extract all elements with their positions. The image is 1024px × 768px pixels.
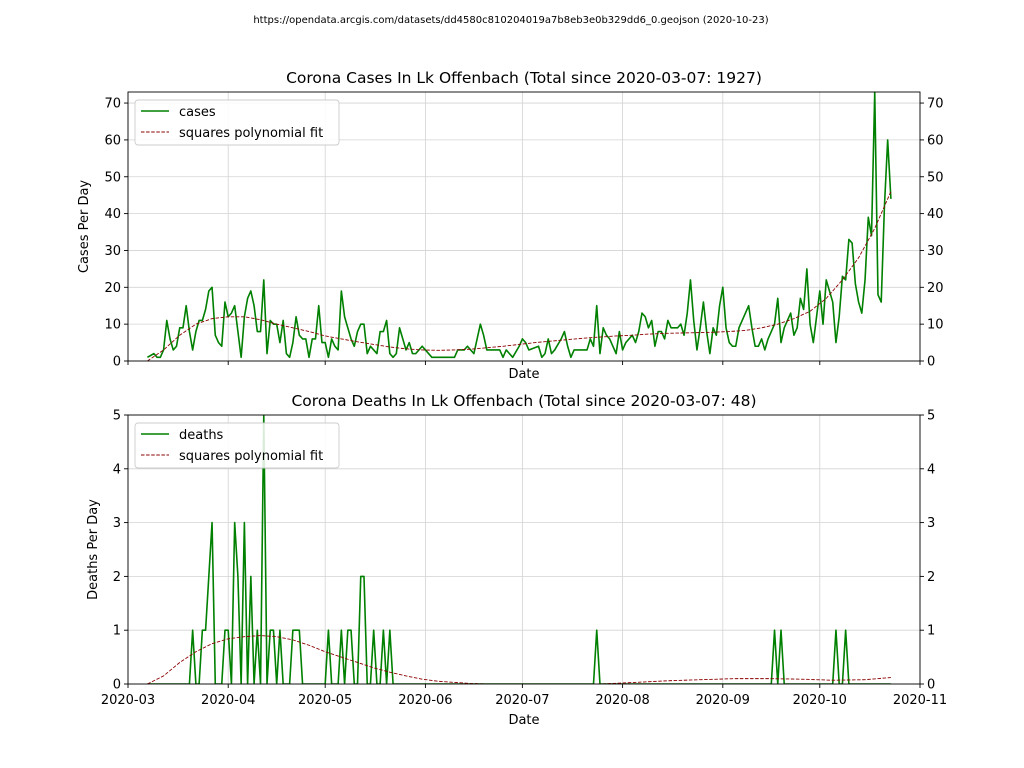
legend-box: [134, 99, 340, 146]
y-tick-label-right: 5: [927, 409, 935, 424]
y-tick-label: 30: [104, 244, 121, 259]
y-tick-label-right: 1: [927, 624, 935, 639]
axes-frame: [127, 414, 921, 685]
source-url: https://opendata.arcgis.com/datasets/dd4…: [253, 15, 768, 26]
chart-title: Corona Cases In Lk Offenbach (Total sinc…: [286, 69, 762, 87]
y-tick-label-right: 70: [927, 97, 944, 112]
y-axis-label: Cases Per Day: [77, 180, 92, 274]
fit-line: [147, 191, 892, 361]
y-tick-label: 1: [113, 624, 121, 639]
y-tick-label: 5: [113, 409, 121, 424]
y-tick-label-right: 4: [927, 462, 935, 477]
legend-label: squares polynomial fit: [179, 126, 323, 141]
y-tick-label: 20: [104, 281, 121, 296]
legend: cases squares polynomial fit: [134, 99, 340, 146]
cases-panel: 0 0 10 10 20 20 30 30 40 40 50 50 60 60 70 70 Corona Cas…: [77, 69, 944, 382]
y-tick-label: 0: [113, 678, 121, 693]
y-tick-label-right: 3: [927, 516, 935, 531]
x-tick-label: 2020-03: [101, 693, 155, 708]
legend-label: squares polynomial fit: [179, 449, 323, 464]
y-tick-label-right: 40: [927, 207, 944, 222]
y-tick-label: 70: [104, 97, 121, 112]
y-tick-label-right: 0: [927, 355, 935, 370]
x-tick-label: 2020-07: [495, 693, 549, 708]
y-tick-label: 50: [104, 170, 121, 185]
x-tick-label: 2020-04: [201, 693, 255, 708]
x-axis-label: Date: [508, 367, 539, 382]
y-tick-label-right: 20: [927, 281, 944, 296]
x-tick-label: 2020-09: [696, 693, 750, 708]
legend: deaths squares polynomial fit: [134, 422, 340, 469]
x-tick-label: 2020-11: [893, 693, 947, 708]
axes-frame: [127, 91, 921, 362]
y-tick-label-right: 30: [927, 244, 944, 259]
x-tick-label: 2020-08: [595, 693, 649, 708]
fit-line: [147, 635, 891, 684]
y-tick-label: 2: [113, 570, 121, 585]
deaths-panel: 0 0 1 1 2 2 3 3 4 4 5 5 2020-03 2020-04 2020-05 2020-06…: [86, 392, 947, 728]
x-tick-label: 2020-06: [398, 693, 452, 708]
x-tick-label: 2020-05: [298, 693, 352, 708]
x-axis-label: Date: [508, 713, 539, 728]
y-tick-label: 10: [104, 318, 121, 333]
y-tick-label-right: 50: [927, 170, 944, 185]
y-tick-label-right: 2: [927, 570, 935, 585]
y-tick-label-right: 60: [927, 133, 944, 148]
chart-title: Corona Deaths In Lk Offenbach (Total sin…: [291, 392, 756, 410]
legend-label: cases: [179, 105, 216, 120]
y-tick-label: 40: [104, 207, 121, 222]
y-tick-label-right: 0: [927, 678, 935, 693]
legend-label: deaths: [179, 428, 224, 443]
series-line: [147, 415, 891, 684]
y-tick-label: 4: [113, 462, 121, 477]
legend-box: [134, 422, 340, 469]
y-tick-label: 0: [113, 355, 121, 370]
y-tick-label: 60: [104, 133, 121, 148]
y-tick-label-right: 10: [927, 318, 944, 333]
y-axis-label: Deaths Per Day: [86, 499, 101, 600]
series-line: [147, 92, 892, 359]
y-tick-label: 3: [113, 516, 121, 531]
x-tick-label: 2020-10: [793, 693, 847, 708]
